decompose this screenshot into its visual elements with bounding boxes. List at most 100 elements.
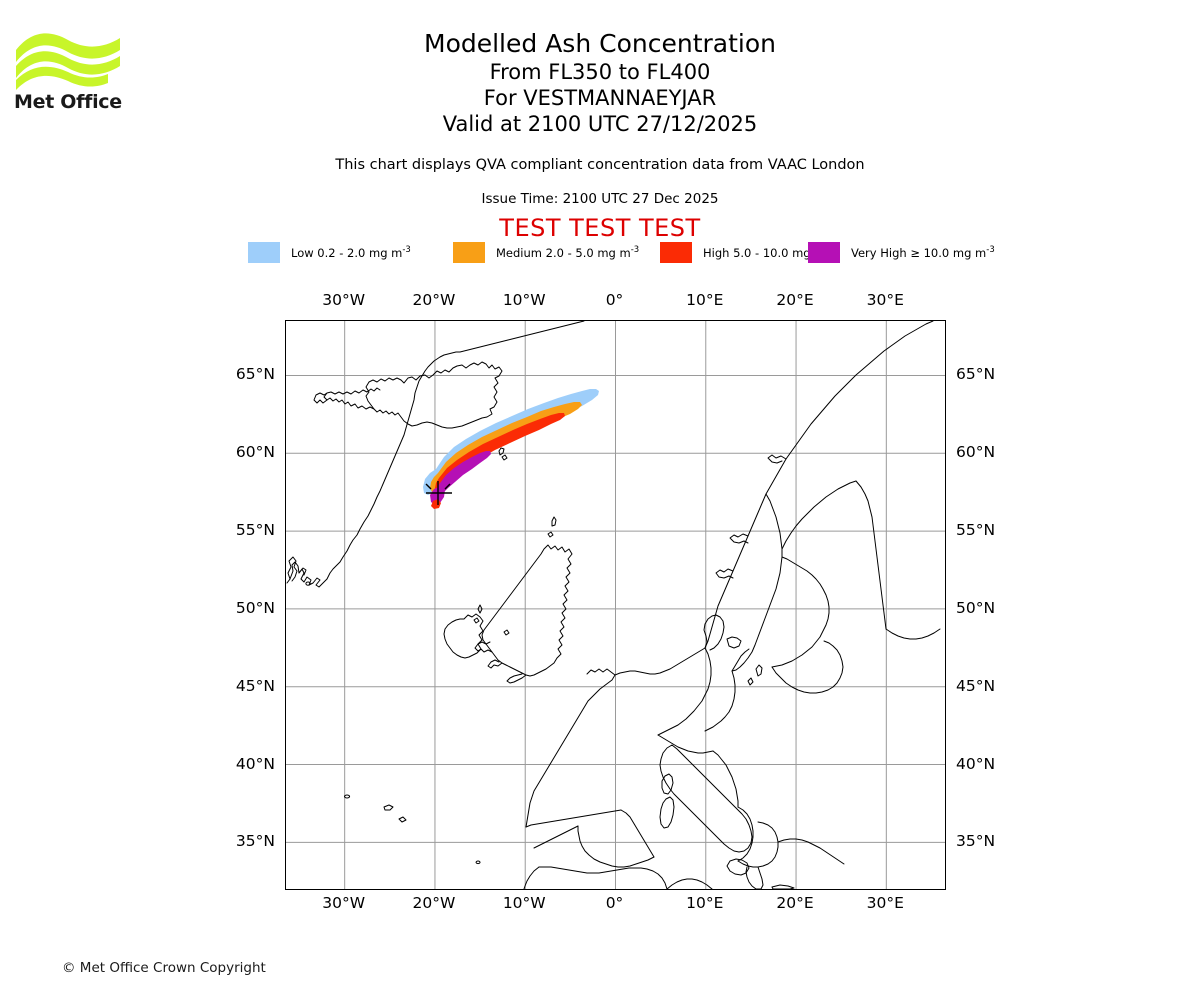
met-office-wordmark: Met Office — [14, 91, 122, 113]
coastline-tunisia — [666, 878, 713, 889]
coastline-norway-fjords — [715, 568, 734, 579]
lat-tick-left-50°N: 50°N — [235, 598, 275, 617]
lon-tick-bottom-20°W: 20°W — [412, 894, 456, 912]
flight-level-line: From FL350 to FL400 — [489, 60, 711, 84]
coastline-norway-fjords2 — [729, 533, 749, 544]
coastline-italy — [659, 744, 753, 853]
coastline-sweden-south — [731, 648, 750, 672]
coastline-ireland — [443, 613, 484, 659]
map-gridlines — [286, 321, 945, 889]
coastline-shetland — [551, 516, 557, 527]
legend-swatch-1 — [248, 241, 280, 263]
coastline-isle-of-man — [503, 629, 510, 636]
lon-tick-bottom-10°W: 10°W — [502, 894, 546, 912]
coastline-north-africa — [538, 866, 668, 889]
legend-swatch-2 — [453, 241, 485, 263]
coastline-greece-south — [745, 866, 764, 889]
coastline-finland-north — [781, 480, 857, 550]
lon-tick-bottom-0°: 0° — [605, 894, 624, 912]
coastline-iceland-nw-peninsula — [313, 392, 328, 404]
coastline-denmark — [703, 614, 725, 651]
coastline-corsica — [661, 773, 674, 795]
lat-tick-right-55°N: 55°N — [956, 521, 996, 540]
coastline-iceland-west-fjords — [323, 387, 381, 410]
lon-tick-top-10°E: 10°E — [686, 291, 724, 309]
coastline-gotland — [755, 664, 763, 677]
border-balkans — [712, 750, 739, 808]
legend-swatch-3 — [660, 241, 692, 263]
plume-veryhigh-contour — [437, 451, 491, 495]
coastline-greenland-fjord — [298, 567, 307, 576]
coastline-great-britain — [481, 544, 573, 677]
lon-tick-bottom-20°E: 20°E — [776, 894, 814, 912]
border-alps — [657, 734, 714, 754]
coastline-greenland-island — [305, 581, 311, 586]
coastline-norway-west — [704, 321, 934, 649]
coastline-iberia-south — [577, 825, 655, 868]
map-plot-area[interactable] — [285, 320, 946, 890]
lat-tick-left-65°N: 65°N — [235, 365, 275, 384]
coastline-portugal — [533, 825, 579, 849]
lat-tick-right-50°N: 50°N — [956, 598, 996, 617]
coastline-azores-2 — [383, 804, 394, 811]
valid-at-line: Valid at 2100 UTC 27/12/2025 — [442, 112, 758, 136]
legend-label-1: Low 0.2 - 2.0 mg m-3 — [291, 244, 411, 260]
coastline-gb-wales — [487, 659, 503, 669]
ash-plume — [423, 389, 599, 509]
lon-tick-top-10°W: 10°W — [502, 291, 546, 309]
coastline-gb-cornwall — [506, 673, 527, 684]
legend-item-high: High 5.0 - 10.0 mg m-3 — [660, 240, 834, 264]
lat-tick-right-40°N: 40°N — [956, 754, 996, 773]
coastline-denmark-isles — [726, 636, 742, 649]
lon-tick-top-20°E: 20°E — [776, 291, 814, 309]
lat-tick-left-45°N: 45°N — [235, 676, 275, 695]
volcano-line: For VESTMANNAEYJAR — [483, 86, 717, 110]
coastline-benelux — [614, 647, 706, 676]
concentration-legend: Low 0.2 - 2.0 mg m-3 Medium 2.0 - 5.0 mg … — [248, 240, 995, 264]
lat-tick-left-60°N: 60°N — [235, 443, 275, 462]
title-block: Modelled Ash Concentration From FL350 to… — [0, 28, 1200, 137]
coastline-baltic-states — [771, 640, 844, 694]
met-office-waves-icon — [16, 33, 120, 90]
border-russia-east — [855, 480, 887, 630]
coastline-continental-west — [525, 668, 616, 828]
coastline-norway-lofoten — [767, 454, 787, 464]
coastline-white-sea — [885, 628, 941, 640]
lon-tick-bottom-10°E: 10°E — [686, 894, 724, 912]
chart-subtitle: This chart displays QVA compliant concen… — [335, 157, 865, 173]
coastline-iberia-north — [525, 809, 622, 828]
coastline-madeira — [475, 860, 481, 865]
coastline-sardinia — [659, 796, 675, 829]
coastline-hebrides-2 — [473, 617, 480, 624]
plume-high-contour — [435, 413, 565, 491]
border-poland-cz — [704, 670, 736, 732]
test-banner: TEST TEST TEST — [499, 214, 701, 242]
coastlines — [286, 321, 941, 889]
legend-swatch-4 — [808, 241, 840, 263]
coastline-faroes-2 — [501, 454, 508, 461]
lat-tick-left-55°N: 55°N — [235, 521, 275, 540]
page-title: Modelled Ash Concentration — [424, 29, 776, 58]
lon-tick-top-0°: 0° — [605, 291, 624, 309]
coastline-iceland — [365, 361, 503, 429]
legend-label-2: Medium 2.0 - 5.0 mg m-3 — [496, 244, 640, 260]
legend-label-4: Very High ≥ 10.0 mg m-3 — [851, 244, 995, 260]
legend-item-medium: Medium 2.0 - 5.0 mg m-3 — [453, 240, 639, 264]
lon-tick-bottom-30°E: 30°E — [866, 894, 904, 912]
coastline-morocco — [523, 866, 540, 889]
lat-tick-left-35°N: 35°N — [235, 832, 275, 851]
coastline-finland — [771, 556, 830, 668]
coastline-greenland — [286, 321, 585, 588]
coastline-faroes — [498, 447, 505, 456]
coastline-adriatic — [737, 806, 754, 862]
issue-time: Issue Time: 2100 UTC 27 Dec 2025 — [481, 191, 719, 207]
coastline-turkey-west — [777, 838, 845, 865]
lat-tick-right-65°N: 65°N — [956, 365, 996, 384]
coastline-sweden-east — [731, 493, 783, 672]
coastline-greenland-detail — [287, 556, 298, 582]
lon-tick-top-20°W: 20°W — [412, 291, 456, 309]
coastline-oland — [747, 677, 754, 686]
coastline-greece — [737, 821, 779, 868]
ash-concentration-map — [286, 321, 945, 889]
lon-tick-top-30°E: 30°E — [866, 291, 904, 309]
